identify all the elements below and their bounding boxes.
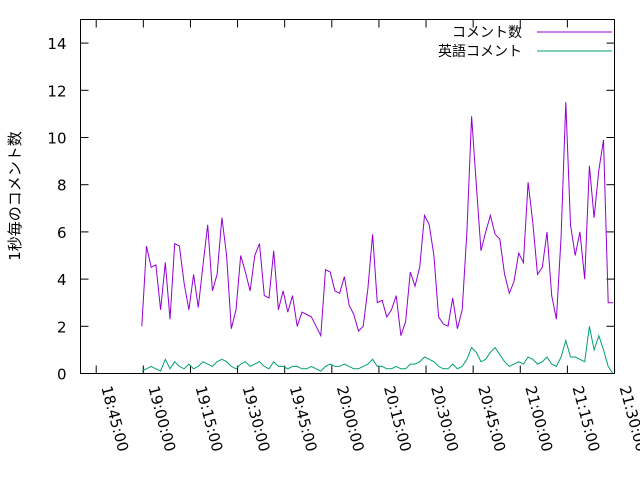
x-tick-label: 18:45:00 bbox=[97, 384, 132, 454]
y-tick-label: 2 bbox=[57, 318, 67, 336]
x-tick-label: 19:30:00 bbox=[239, 384, 274, 454]
x-tick-label: 20:00:00 bbox=[333, 384, 368, 454]
series-line-1 bbox=[141, 102, 613, 338]
x-tick-label: 19:15:00 bbox=[192, 384, 227, 454]
x-tick-label: 19:45:00 bbox=[286, 384, 321, 454]
legend-label-2: 英語コメント bbox=[438, 43, 522, 60]
y-tick-label: 6 bbox=[57, 224, 67, 242]
y-tick-label: 4 bbox=[57, 271, 67, 289]
x-tick-label: 20:45:00 bbox=[474, 384, 509, 454]
x-tick-label: 21:30:00 bbox=[616, 384, 640, 454]
x-tick-label: 21:15:00 bbox=[569, 384, 604, 454]
x-tick-label: 21:00:00 bbox=[521, 384, 556, 454]
plot-frame bbox=[80, 19, 615, 374]
y-tick-label: 0 bbox=[57, 366, 67, 384]
x-tick-label: 19:00:00 bbox=[144, 384, 179, 454]
series-lines bbox=[141, 102, 614, 374]
x-tick-label: 20:30:00 bbox=[427, 384, 462, 454]
series-line-2 bbox=[141, 326, 614, 374]
y-tick-label: 8 bbox=[57, 177, 67, 195]
y-tick-label: 12 bbox=[47, 82, 66, 100]
y-axis-title: 1秒毎のコメント数 bbox=[6, 131, 24, 261]
legend-label-1: コメント数 bbox=[452, 25, 522, 41]
x-axis: 18:45:00 19:00:00 19:15:00 19:30:00 19:45:00… bbox=[95, 19, 640, 454]
y-tick-label: 14 bbox=[47, 35, 66, 53]
y-axis: 0 2 4 6 8 10 12 14 bbox=[47, 35, 615, 384]
y-tick-label: 10 bbox=[47, 130, 66, 148]
x-tick-label: 20:15:00 bbox=[380, 384, 415, 454]
